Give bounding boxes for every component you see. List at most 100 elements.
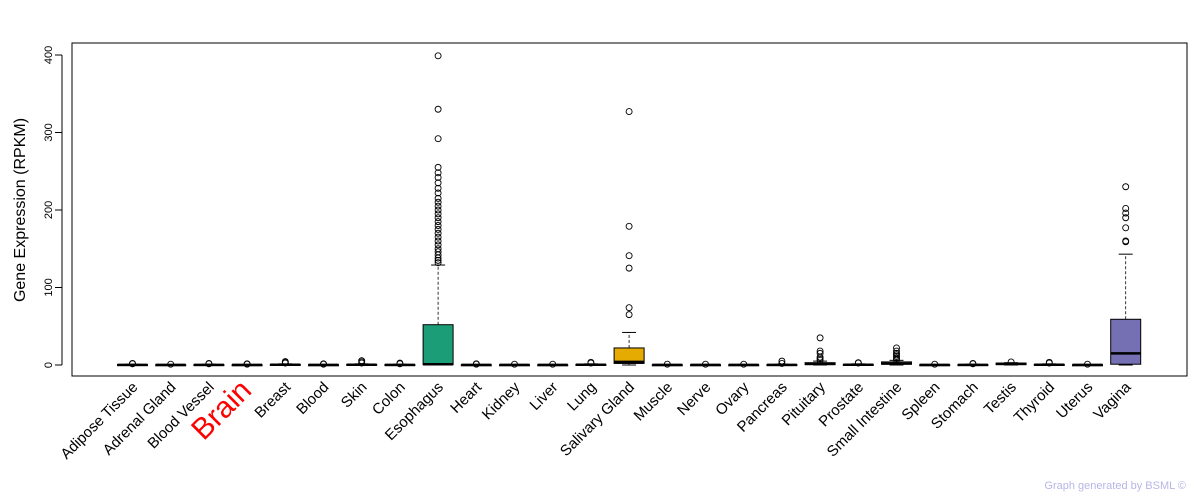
plot-border [71,42,1188,377]
outlier-point [243,360,251,368]
outlier-point [434,245,442,253]
outlier-point [434,214,442,222]
x-tick-label-vagina: Vagina [1090,378,1135,423]
box-body [613,347,645,364]
outlier-point [1122,183,1130,191]
outlier-point [1122,209,1130,217]
outlier-point [281,358,289,365]
box-testis [995,358,1027,366]
x-tick-label-uterus: Uterus [1053,379,1096,422]
outlier-point [893,347,900,355]
outlier-point [1122,224,1130,232]
outlier-point [434,184,442,192]
x-tick-label-blood: Blood [293,379,332,418]
box-esophagus [422,52,454,366]
outlier-point [434,241,442,249]
outlier-point [434,105,442,113]
graph-credit: Graph generated by BSML © [1044,480,1186,492]
outlier-point [434,169,442,177]
box-vagina [1110,183,1142,366]
outlier-point [816,349,824,357]
box-body [422,324,454,366]
outlier-point [472,360,480,368]
outlier-point [167,360,175,368]
outlier-point [434,206,442,214]
box-lung [575,358,607,367]
x-tick-label-skin: Skin [338,379,371,412]
outlier-point [434,233,442,241]
outlier-point [893,349,900,357]
y-tick-label: 200 [43,201,55,219]
outlier-point [549,360,557,368]
box-adrenal-gland [155,360,187,368]
outlier-point [511,360,518,368]
y-tick-label: 400 [43,46,55,64]
outlier-point [625,108,633,116]
outlier-point [969,360,977,367]
outlier-point [816,347,824,355]
outlier-point [434,248,442,256]
outlier-point [625,311,633,319]
y-tick-label: 100 [43,278,55,296]
outlier-point [434,210,442,218]
box-colon [384,359,416,368]
box-kidney [499,360,530,368]
box-thyroid [1033,358,1065,367]
box-blood-vessel [193,360,225,368]
outlier-point [434,237,442,245]
y-tick-label: 0 [43,362,55,368]
outlier-point [625,252,633,260]
box-heart [460,360,492,368]
y-tick-label: 300 [43,123,55,141]
outlier-point [434,229,442,237]
box-small-intestine [881,344,912,366]
y-axis: 0 100 200 300 400 [43,46,63,368]
outlier-point [702,360,709,368]
outlier-point [1122,204,1130,212]
outlier-point [434,173,442,181]
box-nerve [690,360,721,368]
outlier-point [434,198,442,206]
outlier-point [778,357,786,365]
outlier-point [931,360,939,368]
outlier-point [1084,360,1091,368]
x-tick-label-breast: Breast [251,378,294,421]
outlier-point [893,344,900,352]
outlier-point [434,218,442,226]
outlier-point [434,225,442,233]
box-liver [537,360,569,368]
box-ovary [728,360,760,368]
y-axis-label: Gene Expression (RPKM) [12,118,29,302]
outlier-point [358,357,366,365]
box-pituitary [804,334,836,366]
x-tick-label-liver: Liver [527,379,562,414]
box-pancreas [766,357,798,367]
x-tick-label-nerve: Nerve [674,379,714,419]
outlier-point [1122,237,1130,245]
box-skin [346,357,378,367]
outlier-point [434,256,442,264]
outlier-point [205,360,213,367]
box-body [1110,318,1142,365]
outlier-point [1007,358,1015,366]
outlier-point [816,334,824,342]
outlier-point [740,360,748,368]
boxes [117,52,1142,368]
box-prostate [842,359,874,367]
outlier-point [434,194,442,202]
box-brain [231,360,263,368]
box-adipose-tissue [117,360,148,368]
outlier-point [625,264,633,272]
outlier-point [434,163,442,171]
outlier-point [778,360,786,367]
box-stomach [957,360,989,368]
outlier-point [320,360,327,368]
outlier-point [434,259,442,267]
outlier-point [587,358,595,366]
outlier-point [434,222,442,229]
outlier-point [129,360,136,367]
x-tick-label-thyroid: Thyroid [1011,379,1058,426]
outlier-point [434,179,442,187]
